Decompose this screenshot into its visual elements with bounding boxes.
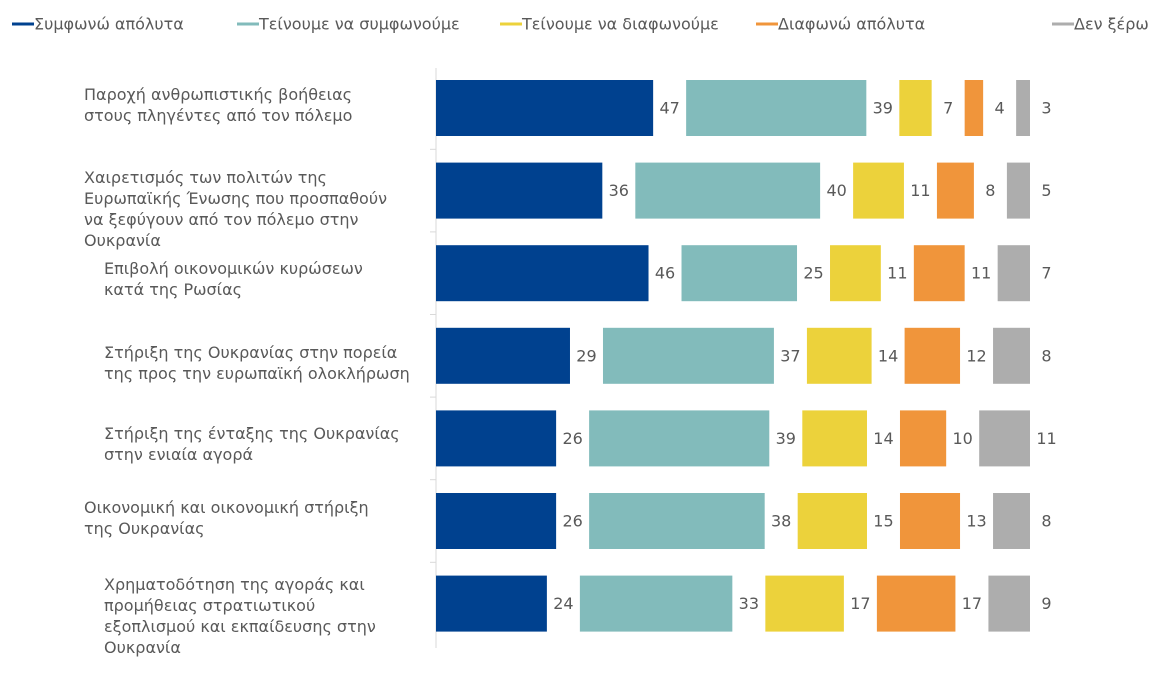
bar-segment [964, 80, 984, 136]
bar-segment [936, 162, 974, 219]
data-label: 5 [1041, 181, 1051, 200]
data-label: 15 [873, 512, 893, 531]
bar-segment [904, 327, 961, 384]
data-label: 10 [953, 429, 973, 448]
bar-segment [899, 493, 961, 549]
data-label: 24 [553, 594, 573, 613]
legend-label: Διαφωνώ απόλυτα [778, 15, 925, 34]
category-label: Παροχή ανθρωπιστικής βοήθειας στους πληγ… [84, 85, 353, 125]
data-label: 25 [803, 264, 823, 283]
bar-segment [1006, 162, 1030, 219]
bar-segment [979, 410, 1030, 467]
bar-segment [436, 575, 547, 632]
legend-label: Δεν ξέρω [1074, 15, 1149, 34]
data-label: 9 [1041, 594, 1051, 613]
bar-segment [993, 493, 1030, 549]
data-label: 47 [659, 99, 679, 118]
bar-segment [589, 410, 770, 467]
data-label: 8 [1041, 512, 1051, 531]
bar-segment [436, 162, 603, 219]
bar-segment [436, 327, 570, 384]
data-label: 11 [971, 264, 991, 283]
data-label: 39 [776, 429, 796, 448]
bar-segment [899, 80, 932, 136]
bar-segment [806, 327, 872, 384]
bar-segment [579, 575, 733, 632]
data-label: 40 [826, 181, 846, 200]
data-label: 46 [655, 264, 675, 283]
data-label: 7 [943, 99, 953, 118]
bar-segment [686, 80, 867, 136]
bar-segment [913, 245, 965, 302]
data-label: 8 [985, 181, 995, 200]
data-label: 8 [1041, 346, 1051, 365]
bar-segment [997, 245, 1030, 302]
data-label: 29 [576, 346, 596, 365]
bar-segment [988, 575, 1030, 632]
data-label: 11 [887, 264, 907, 283]
bar-segment [436, 493, 557, 549]
bar-segment [853, 162, 904, 219]
category-label: Στήριξη της Ουκρανίας στην πορεία της πρ… [104, 342, 410, 383]
bar-segment [876, 575, 956, 632]
bar-segment [797, 493, 867, 549]
category-label: Οικονομική και οικονομική στήριξη της Ου… [84, 498, 369, 538]
bar-segment [1016, 80, 1030, 136]
data-label: 12 [966, 346, 986, 365]
data-label: 17 [850, 594, 870, 613]
data-label: 11 [1036, 429, 1056, 448]
bar-segment [436, 245, 649, 302]
category-label: Στήριξη της ένταξης της Ουκρανίας στην ε… [104, 424, 400, 465]
category-label: Χαιρετισμός των πολιτών της Ευρωπαϊκής Έ… [84, 167, 388, 250]
category-label: Χρηματοδότηση της αγοράς και προμήθειας … [104, 574, 376, 657]
legend-label: Τείνουμε να διαφωνούμε [521, 15, 719, 34]
data-label: 3 [1041, 99, 1051, 118]
legend-label: Τείνουμε να συμφωνούμε [258, 15, 460, 34]
data-label: 39 [873, 99, 893, 118]
data-label: 13 [966, 512, 986, 531]
bar-segment [765, 575, 844, 632]
bar-segment [589, 493, 765, 549]
data-label: 7 [1041, 264, 1051, 283]
data-label: 17 [962, 594, 982, 613]
bar-segment [802, 410, 867, 467]
data-label: 11 [910, 181, 930, 200]
legend-label: Συμφωνώ απόλυτα [34, 15, 184, 34]
data-label: 37 [780, 346, 800, 365]
bar-segment [635, 162, 821, 219]
data-label: 26 [562, 512, 582, 531]
bar-segment [993, 327, 1030, 384]
bar-segment [681, 245, 798, 302]
data-label: 26 [562, 429, 582, 448]
bar-segment [830, 245, 881, 302]
bar-segment [602, 327, 774, 384]
data-label: 38 [771, 512, 791, 531]
bar-segment [436, 410, 557, 467]
data-label: 4 [995, 99, 1005, 118]
bar-segment [899, 410, 947, 467]
bar-segment [436, 80, 654, 136]
data-label: 33 [739, 594, 759, 613]
data-label: 14 [878, 346, 898, 365]
category-label: Επιβολή οικονομικών κυρώσεων κατά της Ρω… [104, 259, 363, 300]
data-label: 14 [873, 429, 893, 448]
data-label: 36 [609, 181, 629, 200]
